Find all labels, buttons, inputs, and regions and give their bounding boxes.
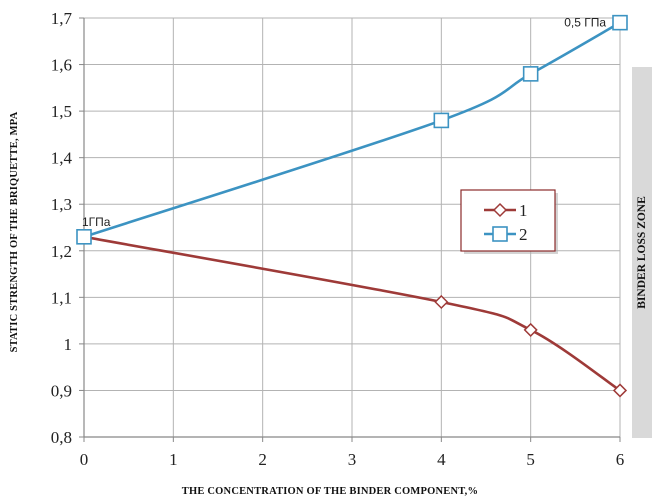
legend-item-2: 2 [484, 225, 528, 244]
annotations: 1ГПа 0,5 ГПа [82, 16, 606, 229]
y-tick-label: 1,6 [51, 56, 72, 75]
x-tick-label: 6 [616, 450, 625, 469]
series-1 [83, 235, 621, 392]
y-axis-title: STATIC STRENGTH OF THE BRIQUETTE, MPA [9, 111, 20, 352]
y-tick-label: 1 [64, 335, 73, 354]
legend-box [460, 189, 556, 252]
legend-item-1: 1 [484, 201, 528, 220]
data-point-2 [76, 229, 92, 245]
y-tick-label: 1,3 [51, 195, 72, 214]
x-tick-label: 1 [169, 450, 178, 469]
y-tick-label: 1,7 [51, 9, 73, 28]
axes [79, 17, 621, 442]
data-point-2 [433, 112, 450, 129]
y-tick-label: 1,5 [51, 102, 72, 121]
y-tick-label: 1,2 [51, 242, 72, 261]
annotation-1gpa: 1ГПа [82, 215, 111, 229]
legend-label-1: 1 [519, 201, 528, 220]
series-2 [83, 21, 621, 239]
legend-label-2: 2 [519, 225, 528, 244]
legend-marker-2 [492, 226, 508, 242]
y-tick-label: 0,8 [51, 428, 72, 447]
y-tick-label: 1,4 [51, 149, 73, 168]
x-tick-label: 5 [526, 450, 535, 469]
series-line-2 [83, 21, 621, 239]
x-tick-label: 4 [437, 450, 446, 469]
series [76, 14, 628, 398]
data-point-2 [522, 66, 539, 82]
x-tick-labels: 0 1 2 3 4 5 6 [80, 450, 625, 469]
data-point-1 [434, 294, 449, 310]
data-point-2 [612, 14, 628, 31]
y-tick-labels: 0,8 0,9 1 1,1 1,2 1,3 1,4 1,5 1,6 1,7 [51, 9, 73, 447]
x-tick-label: 3 [348, 450, 357, 469]
y-tick-label: 1,1 [51, 288, 72, 307]
data-point-1 [612, 383, 628, 398]
x-tick-label: 2 [258, 450, 267, 469]
binder-loss-zone-label: BINDER LOSS ZONE [636, 196, 648, 309]
data-point-1 [523, 322, 538, 337]
x-axis-title: THE CONCENTRATION OF THE BINDER COMPONEN… [182, 486, 478, 497]
series-markers-2 [76, 14, 628, 245]
legend: 12 [460, 189, 558, 254]
series-line-1 [83, 235, 621, 392]
y-tick-label: 0,9 [51, 381, 72, 400]
annotation-05gpa: 0,5 ГПа [564, 16, 606, 30]
legend-marker-1 [492, 202, 508, 218]
binder-loss-zone [632, 67, 652, 438]
x-tick-label: 0 [80, 450, 89, 469]
